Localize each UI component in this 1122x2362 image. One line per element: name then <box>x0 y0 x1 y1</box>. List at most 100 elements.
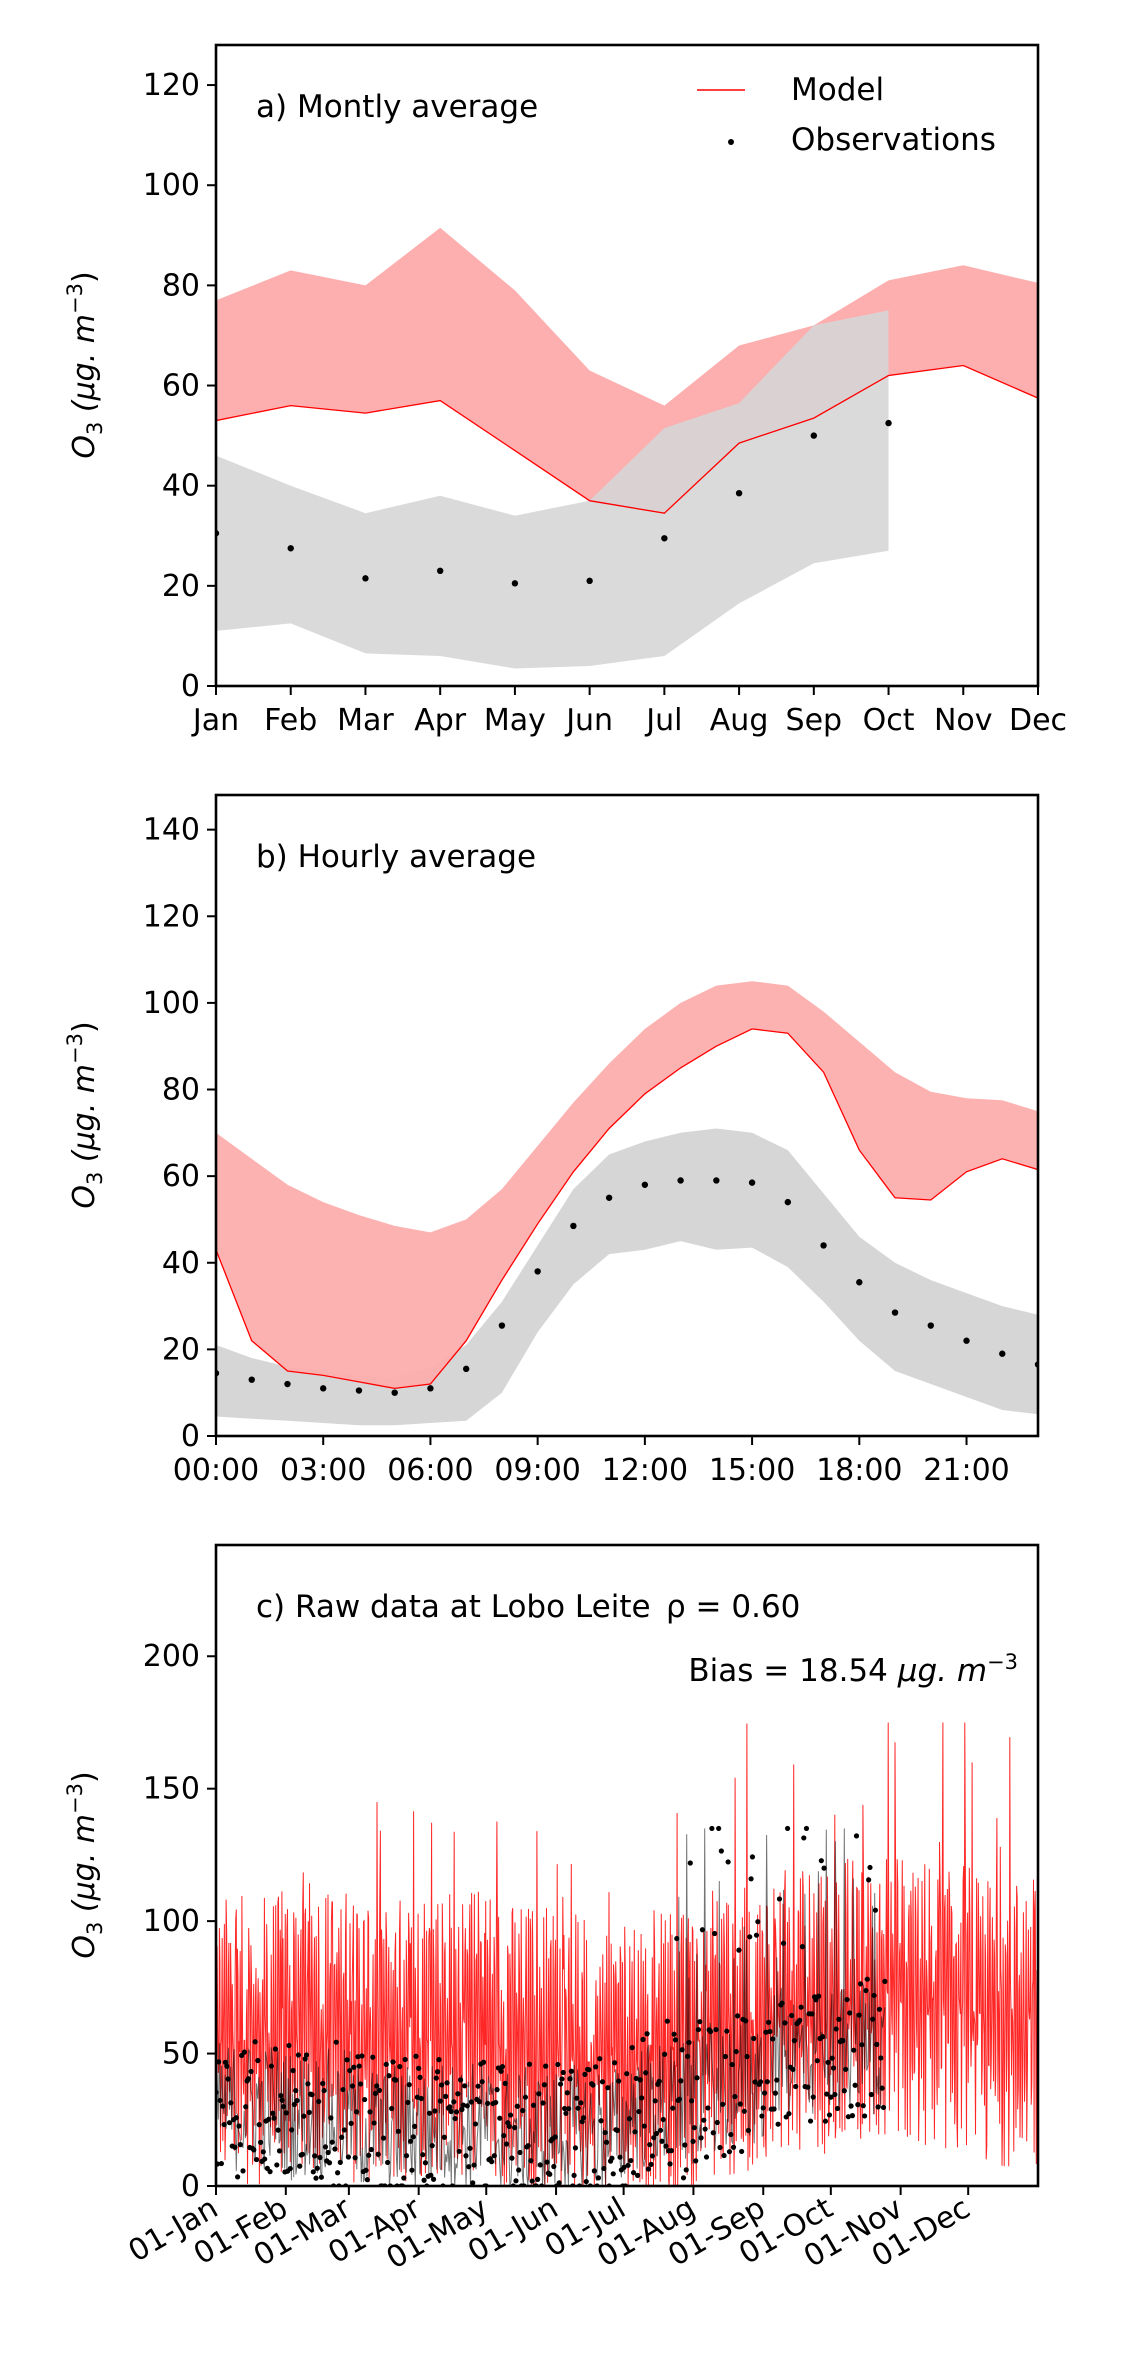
observation-point <box>297 2163 303 2169</box>
observation-point <box>256 2122 262 2128</box>
observation-point <box>470 2180 476 2186</box>
observation-point <box>760 2105 766 2111</box>
observation-point <box>829 2055 835 2061</box>
observation-point <box>875 2104 881 2110</box>
observation-point <box>257 2139 264 2145</box>
observation-point <box>770 2036 776 2042</box>
observation-point <box>813 1997 819 2003</box>
observation-range-band <box>216 1128 1038 1426</box>
observation-point <box>484 2100 491 2106</box>
observation-point <box>563 2110 569 2116</box>
observation-point <box>866 1877 872 1883</box>
observation-point <box>780 1940 787 1946</box>
y-tick-label: 120 <box>143 68 200 103</box>
observation-point <box>529 2178 535 2184</box>
observation-point <box>322 2144 329 2150</box>
observation-point <box>414 2094 420 2100</box>
y-tick-label: 120 <box>143 899 200 934</box>
observation-point <box>605 2085 611 2091</box>
observation-point <box>707 2028 714 2035</box>
observation-point <box>572 2145 579 2151</box>
observation-point <box>670 2105 676 2111</box>
observation-point <box>241 2049 247 2055</box>
y-tick-label: 0 <box>181 2169 200 2204</box>
observation-point <box>597 2056 603 2062</box>
observation-point <box>790 2066 796 2072</box>
observation-point <box>517 2149 523 2156</box>
observation-point <box>630 2170 637 2176</box>
observation-point <box>335 2170 341 2176</box>
observation-point <box>375 2151 381 2157</box>
observation-point <box>809 2011 815 2017</box>
observation-point <box>260 2149 266 2155</box>
observation-point <box>885 419 892 427</box>
observation-point <box>834 2105 841 2112</box>
observation-point <box>552 2134 558 2140</box>
observation-point <box>639 2095 645 2101</box>
observation-point <box>697 2019 703 2025</box>
observation-point <box>562 2105 568 2112</box>
observation-point <box>752 2079 758 2085</box>
observation-point <box>471 2162 477 2168</box>
observation-point <box>393 2077 399 2083</box>
observation-point <box>872 1907 879 1913</box>
observation-point <box>480 2059 487 2065</box>
observation-point <box>672 2037 679 2043</box>
y-tick-label: 80 <box>162 268 200 303</box>
observation-point <box>348 2120 354 2126</box>
observation-point <box>455 2091 461 2097</box>
y-tick-label: 60 <box>162 369 200 404</box>
observation-point <box>734 2013 741 2019</box>
observation-point <box>810 432 818 439</box>
panel-a-annotation: a) Montly average <box>256 89 538 125</box>
observation-point <box>447 2104 453 2110</box>
observation-point <box>402 2056 408 2063</box>
observation-point <box>409 2167 415 2173</box>
observation-point <box>855 2102 861 2108</box>
y-tick-label: 20 <box>162 569 200 604</box>
observation-point <box>849 2113 856 2119</box>
x-tick-label: 03:00 <box>280 1453 366 1488</box>
observation-point <box>848 2103 854 2109</box>
observation-point <box>262 2156 268 2162</box>
x-tick-label: Aug <box>710 703 769 738</box>
observation-point <box>255 2057 261 2064</box>
observation-point <box>725 1859 731 1865</box>
y-tick-label: 150 <box>143 1772 200 1807</box>
observation-point <box>426 2110 433 2116</box>
observation-point <box>798 2004 804 2010</box>
observation-point <box>847 2010 853 2016</box>
observation-point <box>649 2153 656 2159</box>
observation-point <box>602 2129 608 2136</box>
observation-point <box>728 2131 734 2138</box>
observation-point <box>359 2053 365 2059</box>
observation-point <box>366 2152 372 2158</box>
observation-point <box>509 2155 515 2161</box>
observation-point <box>690 2138 696 2144</box>
observation-point <box>540 2100 546 2106</box>
observation-point <box>874 2041 880 2048</box>
observation-point <box>745 2127 751 2134</box>
observation-point <box>452 2115 458 2122</box>
x-tick-label: Dec <box>1009 703 1067 738</box>
observation-point <box>860 2103 866 2109</box>
observation-point <box>701 2117 707 2123</box>
x-tick-label: 12:00 <box>602 1453 688 1488</box>
observation-point <box>628 2157 634 2164</box>
observation-point <box>362 2096 368 2103</box>
observation-point <box>816 1993 822 1999</box>
observation-point <box>722 2053 729 2060</box>
observation-point <box>578 2100 584 2106</box>
y-tick-label: 60 <box>162 1159 200 1194</box>
observation-point <box>586 2067 592 2073</box>
observation-point <box>797 2017 803 2023</box>
observation-point <box>963 1337 970 1344</box>
observation-point <box>328 2115 334 2121</box>
observation-point <box>867 1864 873 1871</box>
observation-point <box>441 2134 447 2140</box>
observation-point <box>491 2153 497 2159</box>
observation-point <box>268 2063 275 2069</box>
observation-point <box>583 2178 589 2185</box>
observation-point <box>363 2167 369 2173</box>
observation-point <box>999 1350 1006 1357</box>
